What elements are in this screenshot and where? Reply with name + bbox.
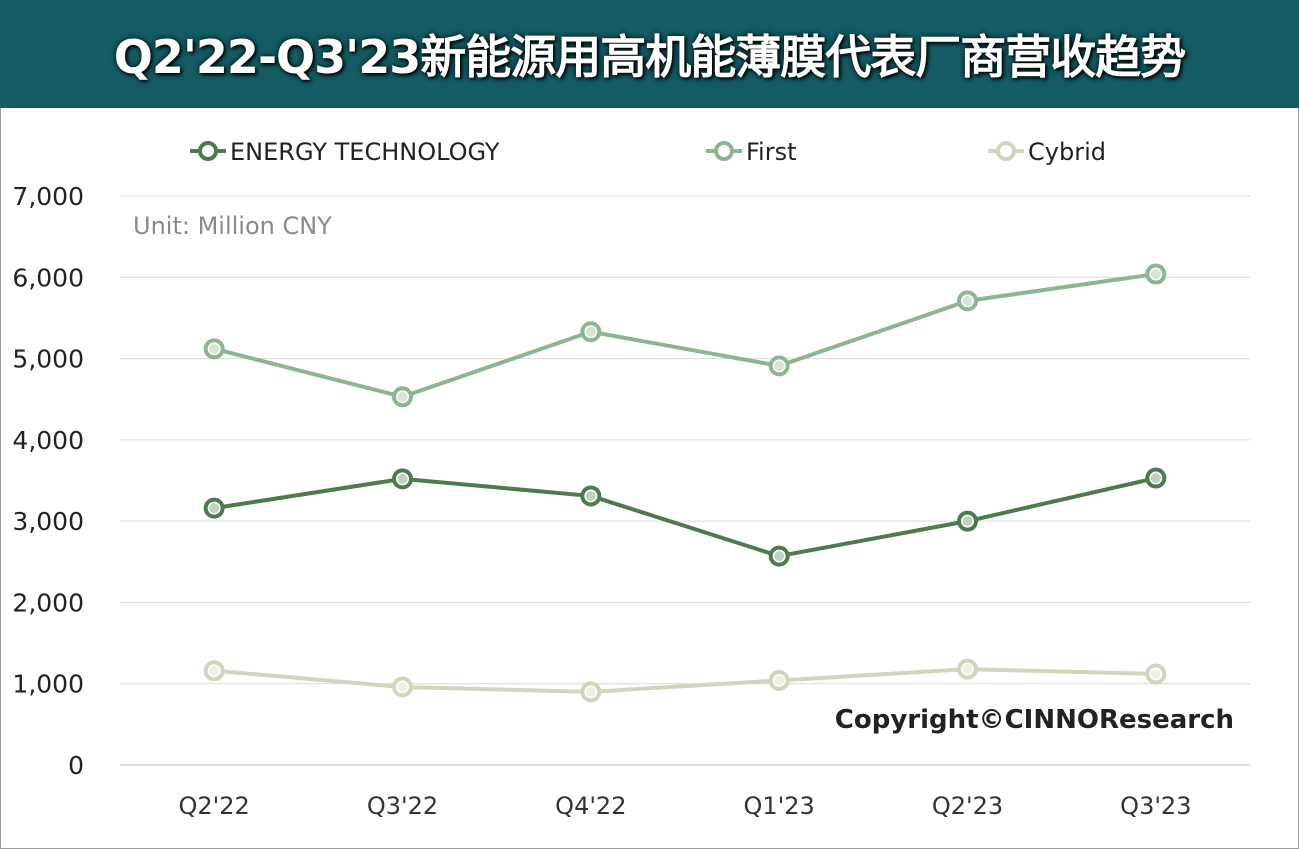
data-point: [392, 468, 413, 490]
data-point: [768, 545, 790, 567]
series-group: [203, 263, 1167, 703]
data-point: [203, 497, 225, 519]
legend-label: Cybrid: [1028, 138, 1106, 166]
data-point: [580, 681, 602, 703]
data-point-inner: [962, 295, 973, 306]
x-tick-label: Q3'23: [1120, 792, 1191, 820]
y-tick-label: 6,000: [12, 263, 84, 292]
legend-label: First: [746, 138, 797, 166]
data-point-inner: [1150, 269, 1161, 280]
data-point: [1145, 467, 1167, 489]
data-point-inner: [774, 360, 785, 371]
legend-item: Cybrid: [988, 138, 1106, 166]
data-point-inner: [209, 665, 220, 676]
data-point-inner: [585, 686, 596, 697]
data-point: [957, 510, 978, 532]
data-point: [580, 321, 602, 343]
series-line: [213, 272, 1157, 399]
y-tick-label: 1,000: [12, 670, 84, 699]
series-first: [203, 263, 1167, 408]
data-point: [203, 338, 225, 360]
title-bar: Q2'22-Q3'23新能源用高机能薄膜代表厂商营收趋势: [0, 0, 1299, 108]
series-energy-technology: [203, 467, 1167, 567]
x-tick-label: Q1'23: [744, 792, 815, 820]
legend-item: ENERGY TECHNOLOGY: [190, 138, 500, 166]
data-point-inner: [1150, 668, 1161, 679]
data-point-inner: [585, 490, 596, 501]
series-line: [213, 667, 1156, 694]
x-tick-label: Q2'22: [179, 792, 250, 820]
data-point-inner: [774, 551, 785, 562]
series-line: [213, 476, 1157, 559]
data-point-inner: [1150, 473, 1161, 484]
y-tick-label: 2,000: [12, 588, 84, 617]
y-tick-label: 3,000: [12, 507, 84, 536]
series-cybrid: [203, 658, 1167, 703]
legend-marker: [714, 141, 734, 161]
data-point-inner: [209, 343, 220, 354]
chart-title: Q2'22-Q3'23新能源用高机能薄膜代表厂商营收趋势: [113, 30, 1187, 84]
y-tick-label: 0: [68, 751, 84, 780]
y-axis-ticks: 0 1,000 2,000 3,000 4,000 5,000 6,000 7,000: [12, 182, 84, 780]
x-axis-ticks: Q2'22 Q3'22 Q4'22 Q1'23 Q2'23 Q3'23: [179, 792, 1192, 820]
x-tick-label: Q2'23: [932, 792, 1003, 820]
data-point-inner: [397, 473, 408, 484]
data-point-inner: [962, 516, 973, 527]
x-tick-label: Q3'22: [367, 792, 438, 820]
data-point: [768, 355, 790, 377]
data-point-inner: [397, 681, 408, 692]
data-point-inner: [774, 675, 785, 686]
legend-marker: [198, 141, 218, 161]
data-point: [392, 386, 413, 408]
grid-lines: [120, 195, 1250, 766]
unit-note: Unit: Million CNY: [133, 212, 332, 240]
data-point: [203, 660, 225, 682]
data-point: [1145, 263, 1167, 285]
copyright-text: Copyright©CINNOResearch: [835, 705, 1234, 735]
data-point: [392, 676, 413, 698]
y-tick-label: 5,000: [12, 345, 84, 374]
data-point-inner: [397, 391, 408, 402]
data-point: [768, 669, 790, 691]
legend-marker: [996, 141, 1016, 161]
data-point-inner: [209, 503, 220, 514]
legend-label: ENERGY TECHNOLOGY: [230, 138, 500, 166]
legend-item: First: [706, 138, 797, 166]
data-point-inner: [962, 664, 973, 675]
data-point: [580, 485, 602, 507]
data-point: [957, 290, 978, 312]
data-point: [1145, 663, 1167, 685]
data-point-inner: [585, 326, 596, 337]
legend: ENERGY TECHNOLOGY First Cybrid: [190, 138, 1106, 166]
y-tick-label: 4,000: [12, 426, 84, 455]
y-tick-label: 7,000: [12, 182, 84, 211]
x-tick-label: Q4'22: [555, 792, 626, 820]
data-point: [957, 658, 978, 680]
